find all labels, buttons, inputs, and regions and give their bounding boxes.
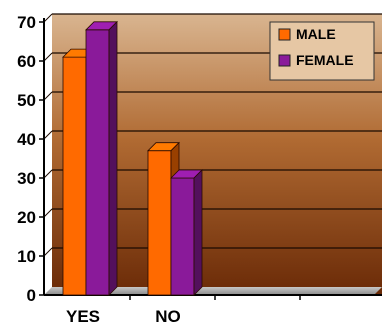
gridline-depth bbox=[43, 13, 53, 23]
plot-floor bbox=[44, 287, 382, 295]
gridline-depth bbox=[43, 169, 53, 179]
legend: MALE FEMALE bbox=[269, 21, 375, 81]
legend-label: FEMALE bbox=[296, 52, 354, 68]
bar-side bbox=[108, 20, 118, 296]
x-tick-label: YES bbox=[66, 307, 100, 325]
bar-front bbox=[85, 29, 110, 296]
y-tick-label: 60 bbox=[17, 52, 36, 71]
legend-label: MALE bbox=[296, 26, 336, 42]
gridline-depth bbox=[43, 52, 53, 62]
bar-front bbox=[147, 150, 172, 296]
bar-front bbox=[62, 56, 87, 296]
y-tick-label: 40 bbox=[17, 130, 36, 149]
legend-swatch bbox=[278, 54, 291, 67]
y-tick-label: 20 bbox=[17, 208, 36, 227]
y-tick-label: 10 bbox=[17, 247, 36, 266]
bar-female-yes bbox=[85, 20, 118, 296]
gridline-depth bbox=[43, 208, 53, 218]
legend-swatch bbox=[278, 28, 291, 41]
axes: 0 10 20 30 40 50 60 70 YES NO bbox=[17, 13, 382, 326]
bar-side bbox=[193, 169, 203, 296]
x-tick-label: NO bbox=[155, 307, 181, 325]
gridline-depth bbox=[43, 91, 53, 101]
gridline-depth bbox=[43, 130, 53, 140]
y-tick-label: 0 bbox=[27, 286, 36, 305]
gridline-depth bbox=[43, 247, 53, 257]
y-tick-label: 70 bbox=[17, 13, 36, 32]
y-tick-label: 50 bbox=[17, 91, 36, 110]
legend-box bbox=[269, 21, 375, 81]
y-tick-label: 30 bbox=[17, 169, 36, 188]
bars bbox=[62, 20, 203, 296]
bar-front bbox=[170, 177, 195, 296]
bar-female-no bbox=[170, 169, 203, 296]
